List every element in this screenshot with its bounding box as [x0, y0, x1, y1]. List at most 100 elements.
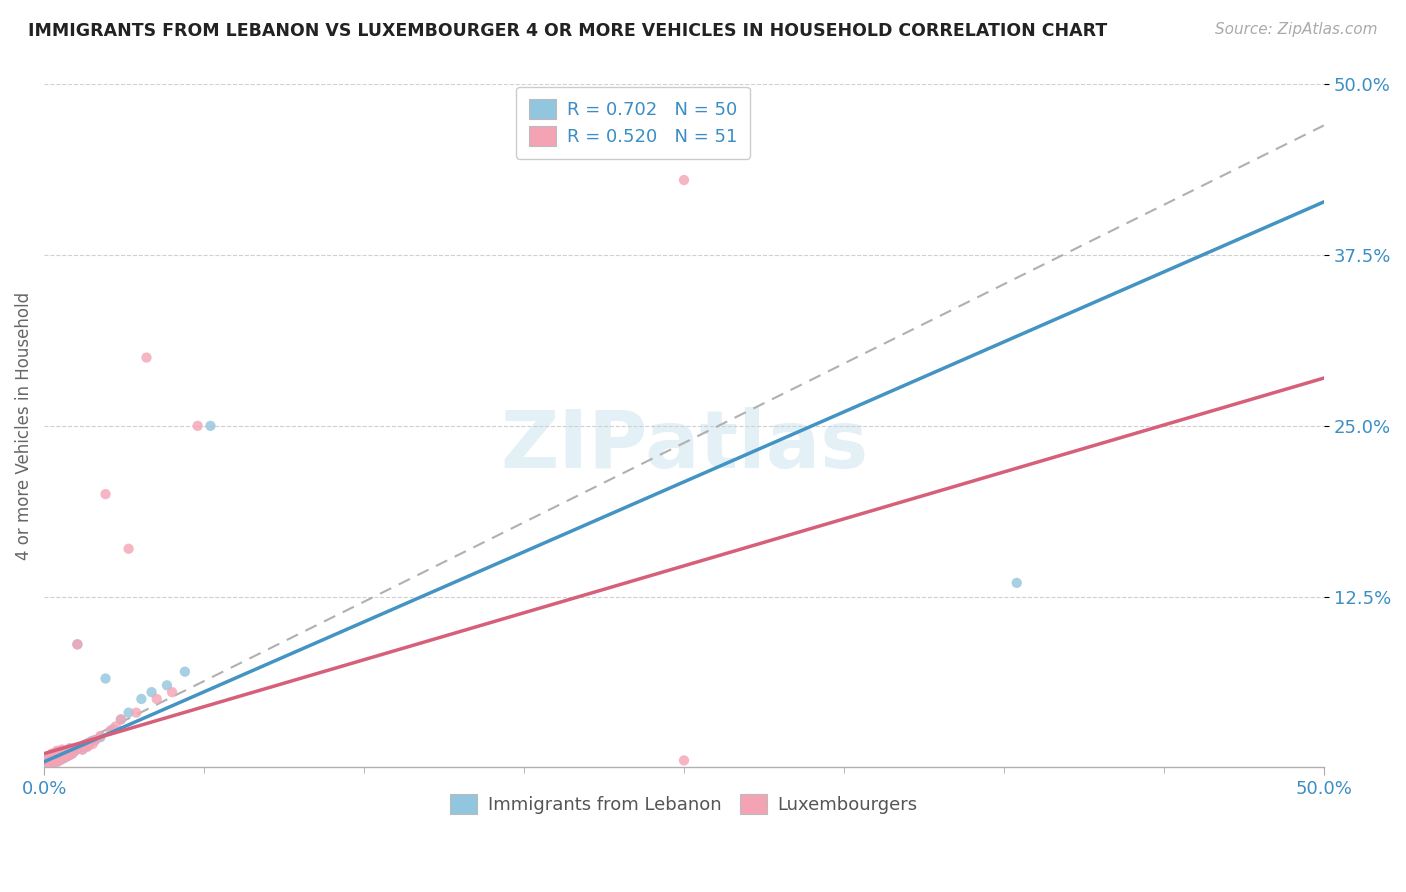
Point — [117, 706, 139, 720]
Point — [1005, 575, 1028, 590]
Point — [125, 706, 148, 720]
Point — [53, 750, 76, 764]
Point — [75, 739, 97, 753]
Y-axis label: 4 or more Vehicles in Household: 4 or more Vehicles in Household — [15, 292, 32, 560]
Point — [160, 685, 183, 699]
Point — [45, 752, 67, 766]
Point — [41, 756, 63, 771]
Point — [51, 747, 73, 762]
Point — [51, 752, 73, 766]
Point — [35, 755, 58, 769]
Point — [79, 736, 101, 750]
Point — [38, 752, 60, 766]
Point — [72, 742, 94, 756]
Point — [82, 737, 104, 751]
Point — [89, 730, 111, 744]
Point — [48, 749, 70, 764]
Point — [45, 749, 67, 764]
Point — [51, 752, 73, 766]
Point — [48, 750, 70, 764]
Point — [53, 747, 76, 761]
Point — [60, 747, 83, 761]
Point — [44, 752, 66, 766]
Point — [56, 749, 79, 764]
Point — [45, 744, 67, 758]
Point — [38, 755, 60, 769]
Point — [131, 692, 153, 706]
Point — [84, 733, 107, 747]
Point — [53, 750, 76, 764]
Point — [110, 713, 132, 727]
Text: Source: ZipAtlas.com: Source: ZipAtlas.com — [1215, 22, 1378, 37]
Point — [135, 351, 157, 365]
Point — [44, 749, 66, 764]
Point — [45, 745, 67, 759]
Point — [94, 672, 117, 686]
Point — [41, 747, 63, 762]
Point — [41, 747, 63, 761]
Point — [63, 744, 86, 758]
Point — [94, 487, 117, 501]
Point — [48, 753, 70, 767]
Point — [48, 753, 70, 767]
Point — [76, 739, 98, 754]
Point — [84, 733, 107, 747]
Point — [35, 756, 58, 771]
Point — [38, 756, 60, 771]
Point — [41, 756, 63, 771]
Point — [41, 753, 63, 767]
Point — [56, 749, 79, 764]
Point — [56, 744, 79, 758]
Point — [59, 741, 82, 756]
Point — [110, 713, 132, 727]
Point — [103, 722, 125, 736]
Point — [100, 723, 122, 738]
Point — [44, 747, 66, 761]
Point — [48, 745, 70, 759]
Point — [145, 692, 167, 706]
Point — [200, 418, 222, 433]
Point — [156, 678, 179, 692]
Point — [56, 744, 79, 758]
Point — [59, 742, 82, 756]
Point — [69, 741, 91, 756]
Point — [41, 750, 63, 764]
Point — [60, 747, 83, 761]
Point — [44, 747, 66, 761]
Point — [45, 749, 67, 764]
Point — [672, 173, 695, 187]
Point — [41, 753, 63, 767]
Point — [38, 752, 60, 766]
Point — [41, 750, 63, 764]
Point — [79, 736, 101, 750]
Point — [38, 753, 60, 767]
Point — [35, 753, 58, 767]
Point — [104, 719, 127, 733]
Point — [53, 745, 76, 759]
Text: IMMIGRANTS FROM LEBANON VS LUXEMBOURGER 4 OR MORE VEHICLES IN HOUSEHOLD CORRELAT: IMMIGRANTS FROM LEBANON VS LUXEMBOURGER … — [28, 22, 1108, 40]
Point — [117, 541, 139, 556]
Point — [72, 742, 94, 756]
Point — [51, 744, 73, 758]
Point — [672, 753, 695, 767]
Point — [38, 749, 60, 764]
Point — [59, 747, 82, 762]
Point — [35, 757, 58, 772]
Point — [44, 755, 66, 769]
Point — [48, 747, 70, 761]
Point — [66, 637, 89, 651]
Point — [44, 755, 66, 769]
Point — [44, 750, 66, 764]
Point — [63, 744, 86, 758]
Point — [141, 685, 163, 699]
Point — [45, 752, 67, 766]
Point — [38, 749, 60, 764]
Text: ZIPatlas: ZIPatlas — [501, 408, 868, 485]
Point — [51, 749, 73, 764]
Point — [59, 747, 82, 762]
Point — [173, 665, 195, 679]
Point — [187, 418, 209, 433]
Point — [45, 755, 67, 769]
Point — [66, 637, 89, 651]
Point — [45, 755, 67, 769]
